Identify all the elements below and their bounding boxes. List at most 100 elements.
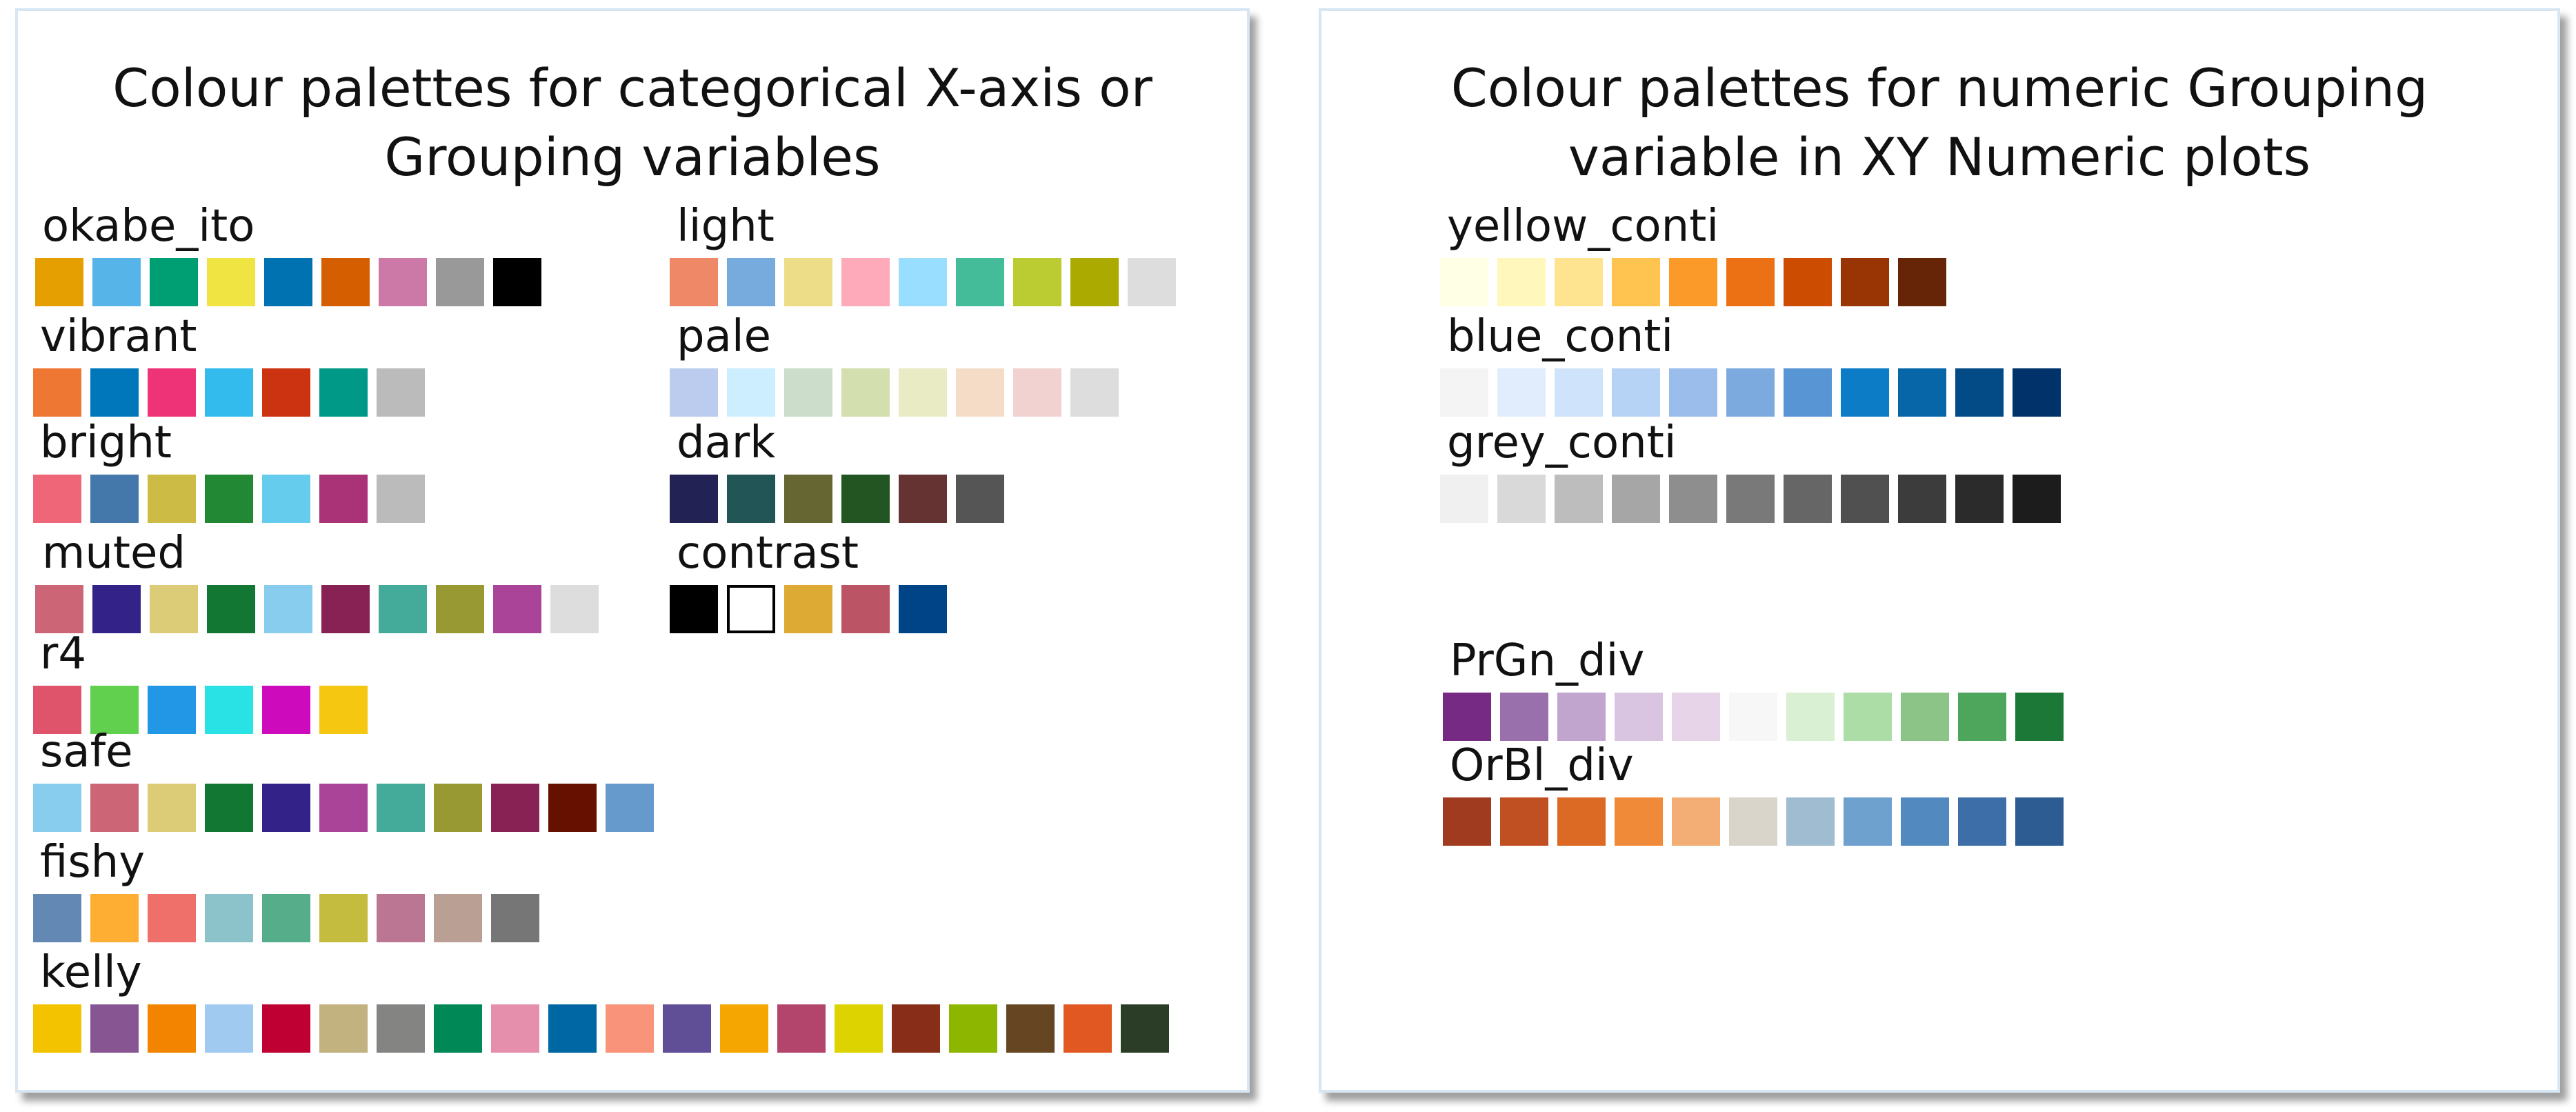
color-swatch (550, 585, 599, 633)
color-swatch (1784, 475, 1832, 523)
palette-r4: r4 (33, 629, 377, 734)
color-swatch (1726, 368, 1775, 417)
palette-name: light (677, 201, 775, 252)
palette-name: pale (677, 311, 771, 362)
color-swatch (262, 894, 310, 942)
palette-bright: bright (33, 418, 434, 523)
color-swatch (670, 475, 718, 523)
palette-muted: muted (35, 528, 608, 633)
color-swatch (1555, 368, 1603, 417)
color-swatch (262, 475, 310, 523)
color-swatch (319, 784, 368, 832)
palette-prgn-div: PrGn_div (1443, 636, 2073, 741)
palette-name: kelly (40, 947, 142, 998)
color-swatch (1841, 368, 1889, 417)
color-swatch (491, 784, 539, 832)
color-swatch (319, 1004, 368, 1053)
color-swatch (377, 784, 425, 832)
palette-safe: safe (33, 727, 663, 832)
color-swatch (148, 475, 196, 523)
color-swatch (1440, 368, 1488, 417)
palette-okabe-ito: okabe_ito (35, 201, 550, 306)
swatch-row (33, 1004, 1178, 1053)
color-swatch (663, 1004, 711, 1053)
color-swatch (1013, 258, 1061, 306)
numeric-panel-title: Colour palettes for numeric Grouping var… (1321, 54, 2557, 192)
color-swatch (321, 585, 370, 633)
color-swatch (1898, 475, 1946, 523)
palette-dark: dark (670, 418, 1013, 523)
palette-name: safe (40, 726, 133, 777)
color-swatch (90, 475, 139, 523)
color-swatch (1726, 258, 1775, 306)
color-swatch (1128, 258, 1176, 306)
color-swatch (1064, 1004, 1112, 1053)
color-swatch (377, 368, 425, 417)
color-swatch (1955, 368, 2004, 417)
color-swatch (841, 585, 890, 633)
color-swatch (90, 1004, 139, 1053)
color-swatch (148, 686, 196, 734)
color-swatch (35, 585, 83, 633)
color-swatch (264, 258, 312, 306)
color-swatch (841, 368, 890, 417)
color-swatch (1612, 258, 1660, 306)
color-swatch (207, 258, 255, 306)
color-swatch (148, 1004, 196, 1053)
color-swatch (1440, 258, 1488, 306)
color-swatch (548, 784, 597, 832)
color-swatch (148, 784, 196, 832)
color-swatch (899, 585, 947, 633)
color-swatch (1440, 475, 1488, 523)
swatch-row (670, 475, 1013, 523)
color-swatch (1786, 693, 1835, 741)
color-swatch (1497, 258, 1546, 306)
color-swatch (1557, 797, 1606, 846)
color-swatch (207, 585, 255, 633)
color-swatch (1669, 475, 1717, 523)
color-swatch (1901, 797, 1949, 846)
color-swatch (1669, 258, 1717, 306)
color-swatch (321, 258, 370, 306)
color-swatch (784, 585, 832, 633)
palette-name: contrast (677, 528, 859, 579)
color-swatch (205, 1004, 253, 1053)
color-swatch (33, 784, 81, 832)
color-swatch (956, 258, 1004, 306)
color-swatch (491, 894, 539, 942)
color-swatch (150, 585, 198, 633)
color-swatch (1955, 475, 2004, 523)
color-swatch (1726, 475, 1775, 523)
numeric-title-line-1: Colour palettes for numeric Grouping (1450, 57, 2428, 119)
color-swatch (670, 258, 718, 306)
color-swatch (1901, 693, 1949, 741)
color-swatch (33, 686, 81, 734)
categorical-panel-title: Colour palettes for categorical X-axis o… (18, 54, 1247, 192)
color-swatch (670, 585, 718, 633)
swatch-row (35, 258, 550, 306)
color-swatch (434, 1004, 482, 1053)
palette-orbl-div: OrBl_div (1443, 741, 2073, 846)
color-swatch (148, 368, 196, 417)
color-swatch (1615, 693, 1663, 741)
color-swatch (2013, 475, 2061, 523)
color-swatch (377, 894, 425, 942)
color-swatch (262, 686, 310, 734)
palette-name: dark (677, 417, 776, 468)
color-swatch (319, 686, 368, 734)
color-swatch (899, 368, 947, 417)
color-swatch (1070, 368, 1119, 417)
swatch-row (33, 784, 663, 832)
color-swatch (1497, 368, 1546, 417)
categorical-palettes-panel: Colour palettes for categorical X-axis o… (15, 8, 1250, 1093)
color-swatch (1555, 475, 1603, 523)
palette-name: OrBl_div (1450, 740, 1634, 791)
color-swatch (1612, 368, 1660, 417)
color-swatch (1841, 258, 1889, 306)
color-swatch (784, 475, 832, 523)
color-swatch (2015, 693, 2064, 741)
color-swatch (436, 585, 484, 633)
color-swatch (1006, 1004, 1055, 1053)
palette-name: muted (42, 528, 186, 579)
color-swatch (1615, 797, 1663, 846)
